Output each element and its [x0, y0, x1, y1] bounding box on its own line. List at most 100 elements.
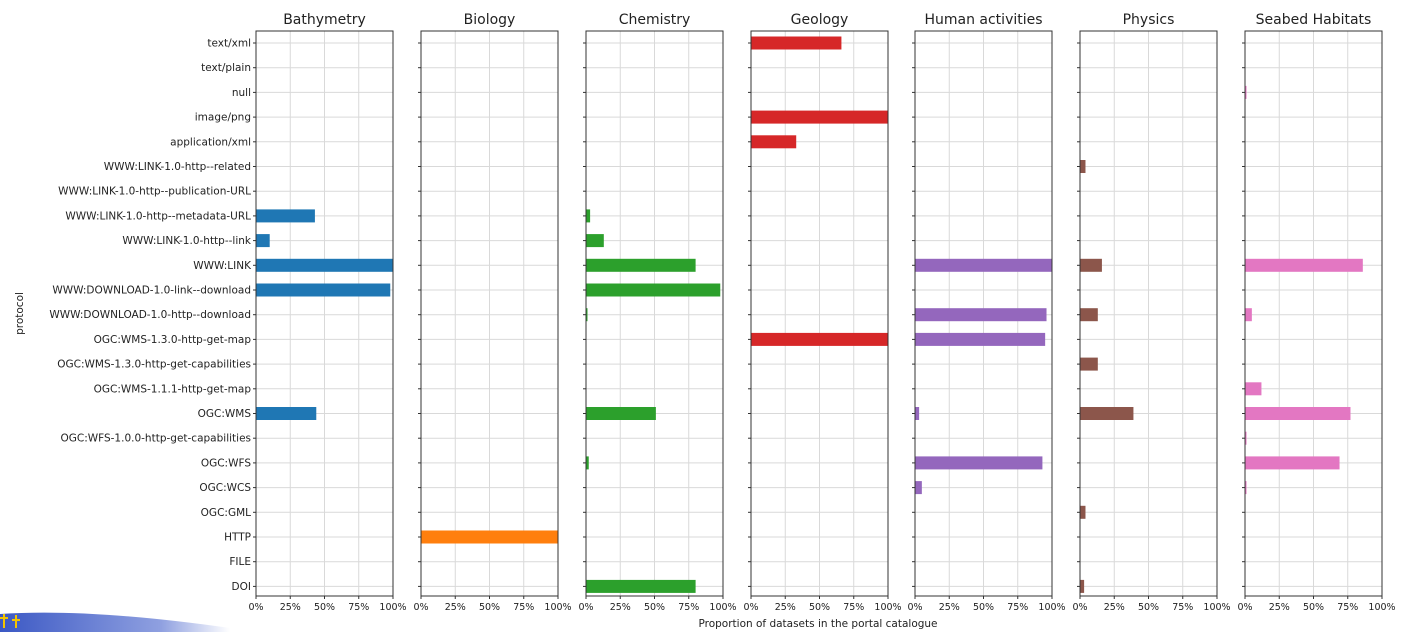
bar [1080, 579, 1085, 593]
y-tick-label: WWW:LINK-1.0-http--related [104, 161, 251, 173]
x-tick-label: 100% [1368, 602, 1395, 613]
bar [586, 407, 656, 420]
x-tick-label: 100% [544, 602, 571, 613]
bar [1245, 382, 1262, 396]
bar [915, 332, 1046, 346]
x-tick-label: 100% [1203, 602, 1230, 613]
bar [256, 209, 315, 223]
x-tick-label: 75% [513, 602, 534, 613]
x-tick-label: 25% [1269, 602, 1290, 613]
bar [256, 283, 391, 297]
x-tick-label: 100% [874, 602, 901, 613]
bar [1245, 258, 1363, 272]
x-tick-label: 75% [1172, 602, 1193, 613]
y-tick-label: OGC:WFS [201, 457, 252, 469]
bar [256, 234, 270, 248]
bar [1245, 481, 1247, 495]
y-tick-label: OGC:WCS [199, 482, 251, 494]
y-tick-label: FILE [229, 556, 251, 568]
bar [256, 258, 393, 272]
y-tick-label: WWW:LINK-1.0-http--link [122, 235, 252, 247]
x-tick-label: 100% [1038, 602, 1065, 613]
bar [751, 36, 842, 50]
panel-title: Biology [464, 12, 516, 28]
x-tick-label: 100% [709, 602, 736, 613]
x-tick-label: 0% [413, 602, 428, 613]
y-tick-label: WWW:LINK-1.0-http--publication-URL [58, 186, 251, 198]
bar [751, 135, 797, 149]
x-tick-label: 75% [1007, 602, 1028, 613]
y-tick-label: WWW:LINK-1.0-http--metadata-URL [65, 210, 251, 222]
bar [421, 530, 558, 544]
y-tick-label: WWW:DOWNLOAD-1.0-http--download [49, 309, 251, 321]
y-tick-label: OGC:WMS-1.1.1-http-get-map [94, 383, 252, 395]
y-tick-label: text/plain [201, 62, 251, 74]
bar [586, 456, 589, 470]
y-tick-label: null [232, 87, 251, 99]
x-tick-label: 0% [578, 602, 593, 613]
bar [256, 407, 317, 420]
x-tick-label: 50% [644, 602, 665, 613]
bar [915, 308, 1047, 322]
panel-title: Bathymetry [283, 12, 366, 28]
bar [586, 308, 588, 322]
y-tick-label: OGC:WMS-1.3.0-http-get-map [94, 334, 252, 346]
x-tick-label: 0% [1237, 602, 1252, 613]
x-tick-label: 0% [907, 602, 922, 613]
x-tick-label: 50% [809, 602, 830, 613]
x-tick-label: 0% [1072, 602, 1087, 613]
bar [586, 209, 591, 223]
y-tick-label: OGC:WMS [198, 408, 252, 420]
bar [1080, 160, 1086, 173]
bar [915, 481, 922, 495]
bar [915, 258, 1052, 272]
x-tick-label: 25% [939, 602, 960, 613]
y-tick-label: WWW:LINK [193, 260, 252, 272]
panel-title: Geology [791, 12, 849, 28]
bar [1080, 258, 1102, 272]
panel-title: Seabed Habitats [1256, 12, 1372, 28]
x-tick-label: 75% [348, 602, 369, 613]
x-tick-label: 25% [1104, 602, 1125, 613]
bar [586, 258, 696, 272]
panel-title: Chemistry [619, 12, 691, 28]
bar [1245, 407, 1351, 420]
bar [1080, 357, 1098, 371]
y-axis-label: protocol [14, 292, 26, 335]
bar [1245, 308, 1252, 322]
x-tick-label: 50% [973, 602, 994, 613]
x-tick-label: 75% [678, 602, 699, 613]
panel-title: Physics [1123, 12, 1175, 28]
bar [1080, 308, 1098, 322]
bar [1245, 431, 1247, 445]
bar [751, 332, 888, 346]
bar [751, 110, 888, 124]
x-tick-label: 25% [280, 602, 301, 613]
bar [586, 234, 604, 248]
x-tick-label: 50% [1138, 602, 1159, 613]
y-tick-label: OGC:WMS-1.3.0-http-get-capabilities [57, 359, 251, 371]
y-tick-label: application/xml [170, 136, 251, 148]
bar [915, 407, 920, 420]
y-tick-label: HTTP [224, 532, 251, 544]
y-tick-label: text/xml [207, 38, 251, 50]
x-tick-label: 50% [479, 602, 500, 613]
x-axis-label: Proportion of datasets in the portal cat… [698, 618, 937, 630]
bar [586, 579, 696, 593]
y-tick-label: DOI [232, 581, 251, 593]
y-tick-label: OGC:WFS-1.0.0-http-get-capabilities [60, 433, 251, 445]
corner-logo [0, 612, 230, 632]
bar [1245, 85, 1247, 99]
x-tick-label: 0% [248, 602, 263, 613]
x-tick-label: 75% [843, 602, 864, 613]
x-tick-label: 100% [379, 602, 406, 613]
bar [1245, 456, 1340, 470]
x-tick-label: 25% [610, 602, 631, 613]
x-tick-label: 50% [1303, 602, 1324, 613]
x-tick-label: 0% [743, 602, 758, 613]
y-tick-label: image/png [195, 112, 251, 124]
x-tick-label: 25% [775, 602, 796, 613]
bar [586, 283, 721, 297]
bar [915, 456, 1043, 470]
